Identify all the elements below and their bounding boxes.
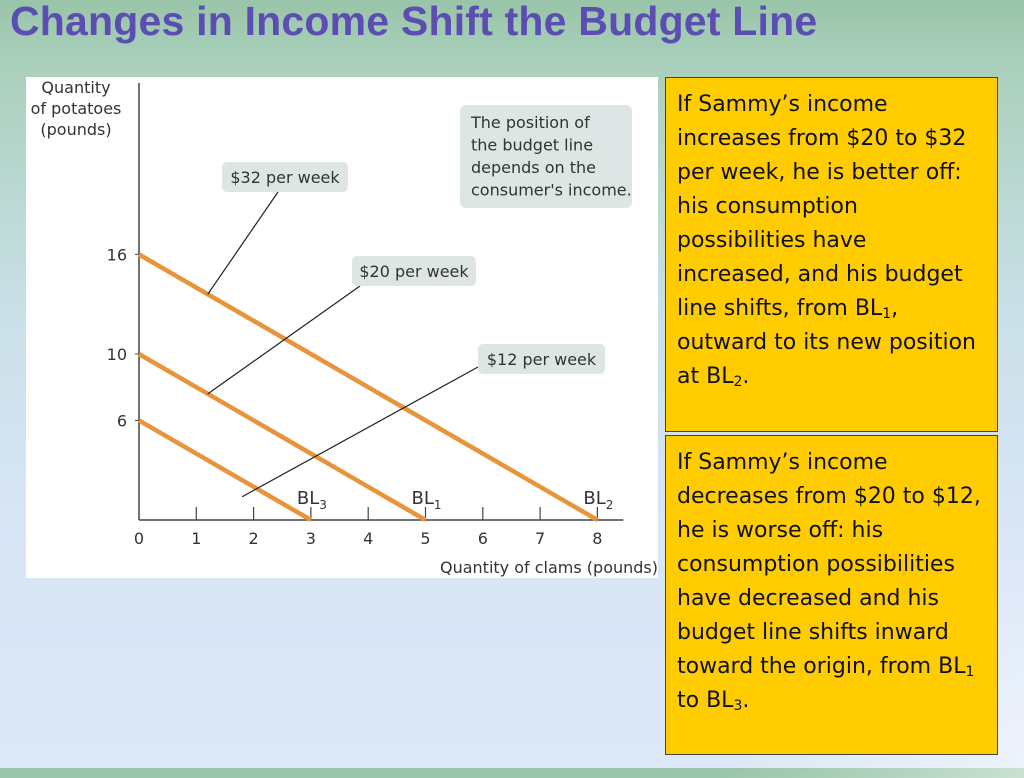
income-callout-32-text: $32 per week bbox=[230, 168, 340, 187]
budget-line-bl3 bbox=[137, 418, 313, 522]
annotation-line: depends on the bbox=[471, 158, 596, 177]
y-axis-label-line: (pounds) bbox=[40, 120, 111, 139]
callout-leader-line bbox=[207, 285, 361, 395]
income-callout-20-box bbox=[352, 256, 476, 286]
annotation-box bbox=[460, 105, 632, 208]
x-tick-label: 1 bbox=[191, 529, 201, 548]
budget-line-label-main: BL bbox=[297, 488, 319, 509]
annotation-line: the budget line bbox=[471, 136, 593, 155]
callout-leader-line bbox=[207, 191, 279, 295]
note-bottom-bl3-sub: 3 bbox=[733, 698, 743, 714]
budget-line-label: BL1 bbox=[412, 488, 442, 512]
x-tick-label: 6 bbox=[478, 529, 488, 548]
slide-title: Changes in Income Shift the Budget Line bbox=[10, 0, 818, 44]
income-callout-12-box bbox=[478, 344, 605, 374]
x-tick-label: 4 bbox=[363, 529, 373, 548]
budget-line-label-sub: 3 bbox=[319, 498, 327, 512]
note-top-bl1: BL bbox=[854, 296, 883, 321]
x-tick-label: 2 bbox=[249, 529, 259, 548]
x-tick-label: 5 bbox=[420, 529, 430, 548]
budget-line-bl2 bbox=[137, 252, 599, 522]
y-axis-label: Quantity of potatoes (pounds) bbox=[31, 78, 122, 139]
y-axis-label-line: Quantity bbox=[41, 78, 110, 97]
note-bottom-end: . bbox=[742, 688, 750, 713]
income-callout-12-text: $12 per week bbox=[487, 350, 597, 369]
note-top-bl2-sub: 2 bbox=[733, 374, 743, 390]
y-tick-label: 6 bbox=[117, 411, 127, 430]
note-bottom-text: If Sammy’s income decreases from $20 to … bbox=[677, 450, 981, 679]
budget-line-chart: Quantity of potatoes (pounds) 6 10 16 0 1 2 3 4 5 6 7… bbox=[26, 77, 658, 578]
budget-line-label-main: BL bbox=[412, 488, 434, 509]
x-tick-label: 0 bbox=[134, 529, 144, 548]
note-top-text: If Sammy’s income increases from $20 to … bbox=[677, 92, 967, 321]
x-tick-label: 3 bbox=[306, 529, 316, 548]
note-top-end: . bbox=[742, 364, 750, 389]
budget-line-label: BL2 bbox=[583, 488, 613, 512]
chart-svg: Quantity of potatoes (pounds) 6 10 16 0 1 2 3 4 5 6 7… bbox=[31, 78, 658, 577]
note-top-mid: , outward to its new position at BL bbox=[677, 296, 976, 389]
note-bottom-mid: to BL bbox=[677, 688, 734, 713]
annotation-line: consumer's income. bbox=[471, 181, 632, 200]
budget-line-label-sub: 2 bbox=[606, 498, 614, 512]
income-callout-32-box bbox=[222, 162, 348, 192]
income-decrease-note: If Sammy’s income decreases from $20 to … bbox=[665, 435, 998, 755]
budget-line-label-sub: 1 bbox=[434, 498, 442, 512]
budget-line-label-main: BL bbox=[583, 488, 605, 509]
y-tick-label: 16 bbox=[107, 245, 127, 264]
note-bottom-bl1: BL bbox=[938, 654, 966, 679]
x-tick-label: 8 bbox=[592, 529, 602, 548]
budget-line-bl1 bbox=[137, 352, 427, 522]
income-callout-20-text: $20 per week bbox=[359, 262, 469, 281]
note-bottom-bl1-sub: 1 bbox=[965, 664, 975, 680]
y-tick-label: 10 bbox=[107, 345, 127, 364]
annotation-text: The position of the budget line depends on… bbox=[470, 113, 632, 200]
income-increase-note: If Sammy’s income increases from $20 to … bbox=[665, 77, 998, 432]
x-axis-label: Quantity of clams (pounds) bbox=[440, 558, 658, 577]
callout-leader-line bbox=[241, 366, 479, 498]
x-tick-label: 7 bbox=[535, 529, 545, 548]
budget-line-label: BL3 bbox=[297, 488, 327, 512]
note-top-bl1-sub: 1 bbox=[882, 306, 892, 322]
annotation-line: The position of bbox=[470, 113, 590, 132]
y-axis-label-line: of potatoes bbox=[31, 99, 122, 118]
